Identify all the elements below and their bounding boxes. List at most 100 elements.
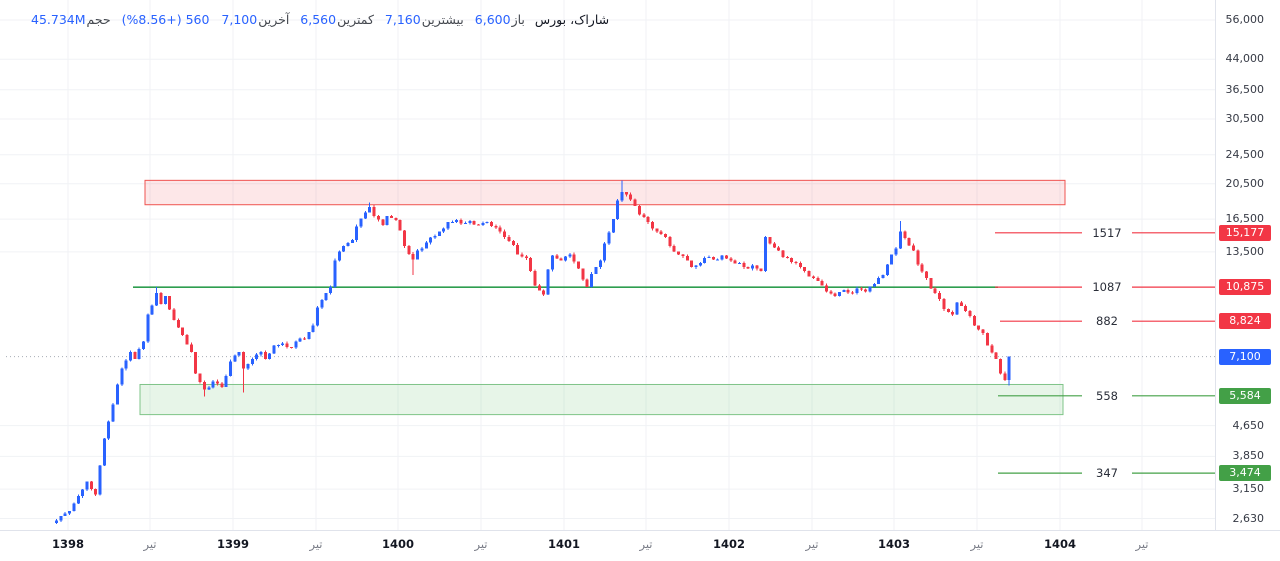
candle-body (820, 280, 824, 286)
candle-body (215, 381, 219, 384)
candle-body (111, 404, 115, 422)
candle-body (229, 361, 232, 376)
candle-body (994, 352, 998, 359)
candle-body (355, 226, 359, 241)
candle-body (694, 265, 698, 268)
candle-body (155, 292, 159, 306)
candle-body (346, 242, 350, 246)
candle-body (94, 488, 98, 495)
candle-body (403, 230, 406, 246)
candle-body (677, 251, 681, 255)
candle-body (437, 231, 441, 236)
candle-body (829, 291, 833, 294)
candle-body (916, 250, 920, 265)
candle-body (468, 221, 472, 224)
price-axis[interactable]: 56,000 44,000 36,500 30,500 24,500 20,500 16,5… (1215, 0, 1280, 530)
candle-body (703, 258, 707, 264)
candle-body (838, 291, 841, 296)
candle-body (746, 267, 750, 269)
candle-body (650, 222, 654, 229)
candle-body (720, 255, 724, 260)
candle-body (342, 245, 346, 252)
time-label-year: 1401 (547, 537, 581, 551)
candle-body (459, 220, 463, 224)
candle-body (89, 481, 93, 489)
candle-body (1007, 356, 1011, 381)
time-label-year: 1398 (51, 537, 85, 551)
candle-body (620, 191, 624, 201)
time-label-month: تیر (143, 537, 157, 551)
symbol-legend[interactable]: شاراک، بورس باز6,600 بیشترین7,160 کمترین… (24, 12, 609, 27)
candle-body (816, 278, 820, 281)
candle-body (681, 254, 685, 257)
candle-body (263, 352, 267, 359)
price-badge: 3,474 (1219, 465, 1271, 482)
candle-body (955, 302, 959, 315)
price-badge: 10,875 (1219, 279, 1271, 296)
zones-group[interactable] (139, 179, 1066, 416)
candle-body (320, 300, 324, 308)
level-lines[interactable]: 1517 1087 882 558 347 (995, 226, 1215, 480)
candle-body (120, 368, 124, 385)
level-label: 347 (1096, 466, 1118, 480)
candle-body (490, 222, 493, 227)
time-axis[interactable]: 1398 تیر 1399 تیر 1400 تیر 1401 تیر 1402 تیر 1403 ت… (0, 530, 1280, 561)
candle-body (63, 513, 67, 517)
candle-body (933, 288, 937, 294)
supply-zone[interactable] (144, 179, 1066, 206)
price-tick-label: 3,850 (1232, 449, 1265, 463)
time-label-month: تیر (309, 537, 323, 551)
candle-body (590, 273, 594, 287)
candle-body (450, 222, 454, 224)
candle-body (846, 289, 850, 293)
candle-body (168, 295, 172, 310)
candle-body (537, 285, 541, 291)
candle-body (55, 520, 58, 523)
candle-body (894, 248, 898, 255)
candle-body (242, 352, 246, 369)
candle-body (146, 314, 150, 342)
candle-body (777, 247, 781, 251)
candle-body (977, 325, 981, 330)
candle-body (207, 387, 211, 390)
candle-body (872, 283, 876, 287)
candle-body (659, 231, 663, 234)
candle-body (972, 316, 976, 326)
time-label-year: 1399 (216, 537, 250, 551)
candle-body (755, 265, 759, 269)
candle-body (81, 489, 85, 497)
candle-body (624, 191, 628, 195)
candle-body (128, 352, 132, 361)
candle-body (559, 258, 563, 261)
candlestick-series (55, 180, 1011, 524)
candle-body (951, 312, 955, 315)
candle-body (198, 373, 202, 383)
candle-body (159, 292, 163, 305)
legend-high: بیشترین7,160 (384, 12, 464, 27)
candle-body (259, 352, 263, 355)
price-tick-label: 24,500 (1225, 147, 1265, 161)
candle-body (68, 511, 72, 514)
candle-body (329, 286, 333, 294)
price-tick-label: 36,500 (1225, 82, 1265, 96)
candle-body (772, 243, 776, 248)
candle-body (237, 352, 241, 356)
candle-body (690, 260, 694, 268)
candle-body (646, 217, 650, 223)
candle-body (311, 325, 315, 333)
candle-body (255, 354, 259, 359)
candle-body (898, 231, 902, 249)
candle-body (729, 258, 733, 261)
price-tick-label: 16,500 (1225, 212, 1265, 226)
candle-body (907, 238, 911, 246)
time-label-month: تیر (805, 537, 819, 551)
candle-body (289, 347, 293, 349)
candle-body (142, 341, 145, 350)
candle-body (524, 256, 528, 259)
time-label-year: 1403 (877, 537, 911, 551)
demand-zone[interactable] (139, 383, 1064, 416)
candle-body (511, 241, 515, 245)
candle-body (764, 236, 768, 272)
candle-body (859, 288, 863, 290)
